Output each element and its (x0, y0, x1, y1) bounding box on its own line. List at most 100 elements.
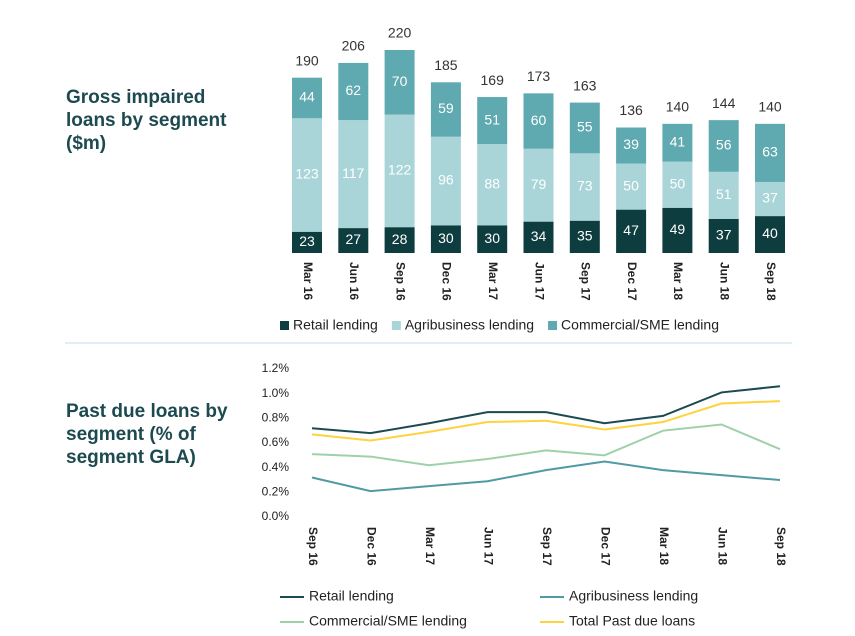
data-label: 62 (346, 82, 362, 98)
data-label: 79 (531, 176, 547, 192)
y-tick-label: 1.0% (262, 386, 290, 400)
bar-segment (708, 120, 739, 172)
data-label: 70 (392, 73, 408, 89)
bar-segment (662, 161, 693, 208)
bar-segment (292, 231, 322, 253)
data-label: 30 (438, 230, 454, 246)
data-label: 44 (299, 89, 315, 105)
x-tick-label: Sep 16 (306, 527, 320, 566)
chart-title: Gross impaired loans by segment ($m) (66, 87, 227, 154)
legend-label: Retail lending (293, 317, 378, 333)
data-label: 56 (716, 137, 732, 153)
x-tick-label: Sep 17 (540, 527, 554, 566)
data-label: 51 (484, 111, 500, 127)
legend-label: Commercial/SME lending (561, 317, 719, 333)
chart-title: Past due loans by segment (% of segment … (66, 401, 228, 468)
bar-segment (430, 82, 461, 137)
x-tick-label: Sep 18 (764, 262, 778, 301)
legend-label: Retail lending (309, 588, 394, 604)
data-label: 50 (623, 177, 639, 193)
total-label: 140 (758, 99, 782, 115)
total-label: 163 (573, 77, 597, 93)
total-label: 144 (712, 95, 736, 111)
data-label: 49 (670, 221, 686, 237)
bar-segment (430, 225, 461, 253)
bar-segment (523, 93, 554, 149)
total-label: 173 (527, 68, 551, 84)
data-label: 51 (716, 186, 732, 202)
x-tick-label: Dec 17 (625, 262, 639, 301)
data-label: 35 (577, 228, 593, 244)
bar-segment (292, 77, 322, 119)
x-tick-label: Mar 17 (486, 262, 500, 300)
bar-segment (430, 136, 461, 226)
x-tick-label: Jun 18 (718, 262, 732, 300)
bar-segment (755, 123, 785, 182)
line-series (311, 400, 781, 442)
y-tick-label: 0.4% (262, 460, 290, 474)
bar-segment (708, 218, 739, 253)
x-tick-label: Sep 16 (393, 262, 407, 301)
data-label: 63 (762, 144, 778, 160)
x-tick-label: Mar 17 (423, 527, 437, 565)
bar-segment (477, 225, 508, 253)
total-label: 140 (666, 99, 690, 115)
total-label: 169 (481, 72, 505, 88)
data-label: 96 (438, 172, 454, 188)
line-series (311, 385, 781, 435)
x-tick-label: Jun 17 (481, 527, 495, 565)
legend-label: Commercial/SME lending (309, 613, 467, 629)
total-label: 136 (619, 102, 643, 118)
bar-segment (384, 227, 415, 253)
total-label: 190 (295, 52, 319, 68)
bar-segment (523, 221, 554, 253)
data-label: 73 (577, 178, 593, 194)
legend-label: Agribusiness lending (569, 588, 698, 604)
bar-segment (338, 62, 369, 121)
bar-segment (755, 216, 785, 253)
line-series (311, 423, 781, 467)
legend-label: Agribusiness lending (405, 317, 534, 333)
y-tick-label: 0.2% (262, 485, 290, 499)
bar-segment (708, 171, 739, 219)
data-label: 55 (577, 119, 593, 135)
bar-segment (662, 123, 693, 162)
bar-segment (338, 120, 369, 229)
x-tick-label: Dec 16 (364, 527, 378, 566)
bar-segment (569, 220, 600, 253)
data-label: 40 (762, 225, 778, 241)
bar-segment (338, 228, 369, 253)
y-tick-label: 1.2% (262, 361, 290, 375)
y-tick-label: 0.0% (262, 509, 290, 523)
bar-segment (384, 50, 415, 115)
data-label: 28 (392, 231, 408, 247)
bar-segment (477, 144, 508, 226)
x-tick-label: Dec 16 (440, 262, 454, 301)
bar-segment (477, 97, 508, 145)
x-tick-label: Mar 18 (671, 262, 685, 300)
bar-segment (384, 114, 415, 228)
total-label: 206 (342, 38, 366, 54)
legend-swatch (548, 321, 558, 330)
legend-label: Total Past due loans (569, 613, 695, 629)
x-tick-label: Mar 16 (301, 262, 315, 300)
x-tick-label: Sep 18 (774, 527, 788, 566)
total-label: 220 (388, 25, 412, 41)
bar-segment (523, 148, 554, 222)
data-label: 123 (295, 166, 319, 182)
data-label: 27 (346, 231, 362, 247)
y-tick-label: 0.6% (262, 435, 290, 449)
x-tick-label: Jun 18 (715, 527, 729, 565)
bar-segment (569, 153, 600, 221)
bar-segment (662, 207, 693, 253)
data-label: 37 (716, 227, 732, 243)
legend-swatch (280, 321, 289, 330)
x-tick-label: Sep 17 (579, 262, 593, 301)
bar-segment (616, 209, 647, 253)
data-label: 117 (342, 165, 365, 181)
data-label: 59 (438, 100, 454, 116)
data-label: 37 (762, 190, 778, 206)
x-tick-label: Dec 17 (598, 527, 612, 566)
legend-swatch (391, 321, 401, 330)
